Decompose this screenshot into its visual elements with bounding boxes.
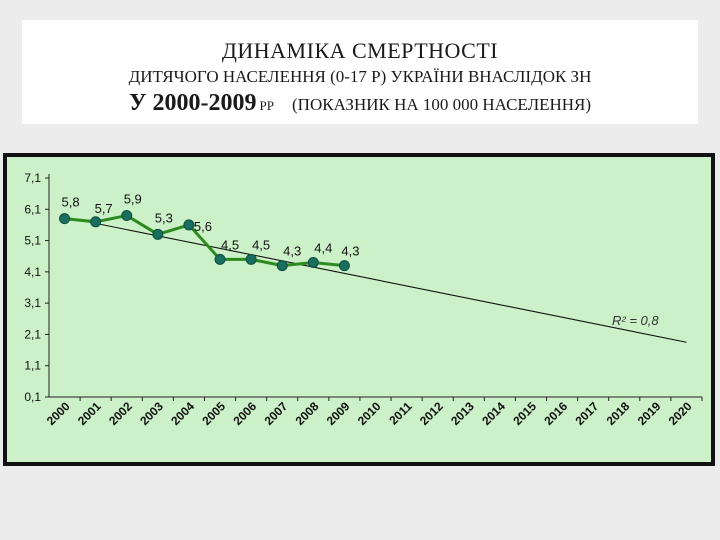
title-years: У 2000-2009 [128,90,257,116]
y-tick-label: 6,1 [24,202,41,216]
chart-frame: 7,1 6,1 5,1 4,1 3,1 2,1 1,1 0,1 2000 2001 2002 2003… [3,153,715,466]
y-tick-label: 4,1 [24,265,41,279]
y-tick-label: 2,1 [24,327,41,341]
y-tick-label: 7,1 [24,171,41,185]
title-box: ДИНАМІКА СМЕРТНОСТІ ДИТЯЧОГО НАСЕЛЕННЯ (… [22,20,698,124]
data-label: 5,3 [155,210,173,225]
data-point [245,253,257,265]
data-label: 4,3 [283,244,301,259]
y-tick-label: 1,1 [24,359,41,373]
data-label: 4,5 [252,237,270,252]
title-line-3: У 2000-2009 РР (ПОКАЗНИК НА 100 000 НАСЕЛЕ… [22,90,698,117]
data-label: 4,4 [314,240,332,255]
data-point [59,213,71,225]
data-point [307,256,319,268]
data-label: 5,8 [62,195,80,210]
y-tick-label: 3,1 [24,296,41,310]
series-line [64,213,345,268]
data-label: 5,6 [194,219,212,234]
title-years-unit: РР [259,98,275,113]
data-point [338,260,350,272]
data-point [183,219,195,231]
data-point [276,260,288,272]
data-label: 5,9 [124,192,142,207]
data-label: 4,3 [341,244,359,259]
data-label: 5,7 [95,201,113,216]
title-line-2: ДИТЯЧОГО НАСЕЛЕННЯ (0-17 Р) УКРАЇНИ ВНАС… [128,67,592,86]
data-point [121,210,133,222]
trend-line [64,216,687,343]
data-point [214,253,226,265]
title-line-1: ДИНАМІКА СМЕРТНОСТІ [221,38,499,63]
data-point [90,216,102,228]
title-note: (ПОКАЗНИК НА 100 000 НАСЕЛЕННЯ) [292,95,592,114]
y-tick-label: 0,1 [24,390,41,404]
data-label: 4,5 [221,237,239,252]
plot-background [7,157,711,462]
data-point [152,228,164,240]
y-tick-label: 5,1 [24,234,41,248]
r-squared-label: R² = 0,8 [612,313,659,328]
